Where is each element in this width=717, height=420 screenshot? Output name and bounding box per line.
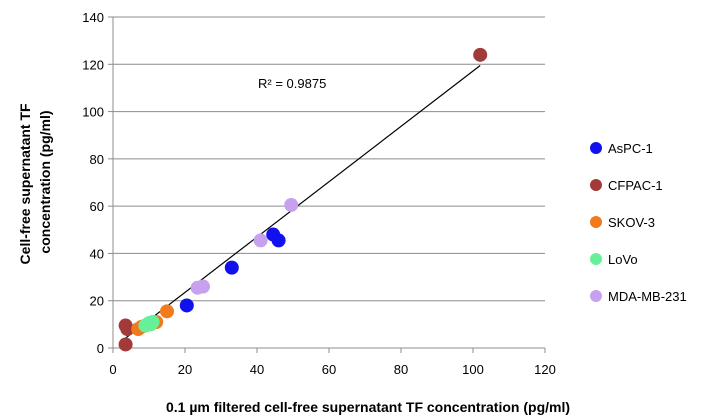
point-skov-3-3 (160, 304, 174, 319)
x-tick-label-5: 100 (462, 362, 484, 377)
x-tick-label-4: 80 (394, 362, 408, 377)
y-axis-title-line-2: concentration (pg/ml) (37, 110, 53, 253)
legend-marker-mda-mb-231 (590, 290, 602, 302)
grid-lines (113, 16, 545, 302)
legend-marker-cfpac-1 (590, 179, 602, 191)
point-aspc-1-0 (179, 298, 194, 313)
y-tick-label-2: 40 (90, 246, 104, 261)
y-tick-label-0: 0 (97, 341, 104, 356)
point-cfpac-1-2 (120, 322, 135, 337)
point-aspc-1-1 (224, 260, 239, 275)
point-mda-mb-231-1 (196, 279, 210, 294)
legend-label-lovo: LoVo (608, 252, 638, 267)
r-squared-annotation: R² = 0.9875 (258, 76, 326, 91)
point-cfpac-1-3 (473, 47, 488, 62)
x-axis-title: 0.1 µm filtered cell-free supernatant TF… (166, 399, 570, 415)
point-cfpac-1-0 (118, 337, 133, 352)
legend-marker-skov-3 (590, 216, 602, 228)
y-axis-title: Cell-free supernatant TF concentration (… (17, 100, 53, 265)
legend: AsPC-1 CFPAC-1 SKOV-3 LoVo MDA-MB-231 (590, 141, 687, 304)
y-tick-label-1: 20 (90, 294, 104, 309)
legend-marker-aspc-1 (590, 142, 602, 154)
x-tick-label-6: 120 (534, 362, 556, 377)
legend-marker-lovo (590, 253, 602, 265)
y-tick-label-3: 60 (90, 199, 104, 214)
trendline (125, 64, 481, 339)
point-mda-mb-231-3 (284, 197, 299, 212)
data-points (118, 47, 488, 352)
x-tick-label-1: 20 (178, 362, 192, 377)
point-mda-mb-231-2 (253, 233, 268, 248)
legend-label-aspc-1: AsPC-1 (608, 141, 653, 156)
point-lovo-3 (145, 314, 160, 329)
x-tick-labels: 0 20 40 60 80 100 120 (109, 348, 556, 377)
point-aspc-1-3 (271, 233, 286, 248)
y-tick-label-4: 80 (90, 152, 104, 167)
y-tick-label-5: 100 (82, 105, 104, 120)
x-tick-label-2: 40 (250, 362, 264, 377)
legend-label-cfpac-1: CFPAC-1 (608, 178, 663, 193)
legend-label-skov-3: SKOV-3 (608, 215, 655, 230)
y-tick-label-7: 140 (82, 10, 104, 25)
y-axis-title-line-1: Cell-free supernatant TF (17, 103, 33, 264)
y-tick-labels: 0 20 40 60 80 100 120 140 (82, 10, 113, 356)
legend-label-mda-mb-231: MDA-MB-231 (608, 289, 687, 304)
x-tick-label-3: 60 (322, 362, 336, 377)
x-tick-label-0: 0 (109, 362, 116, 377)
y-tick-label-6: 120 (82, 57, 104, 72)
